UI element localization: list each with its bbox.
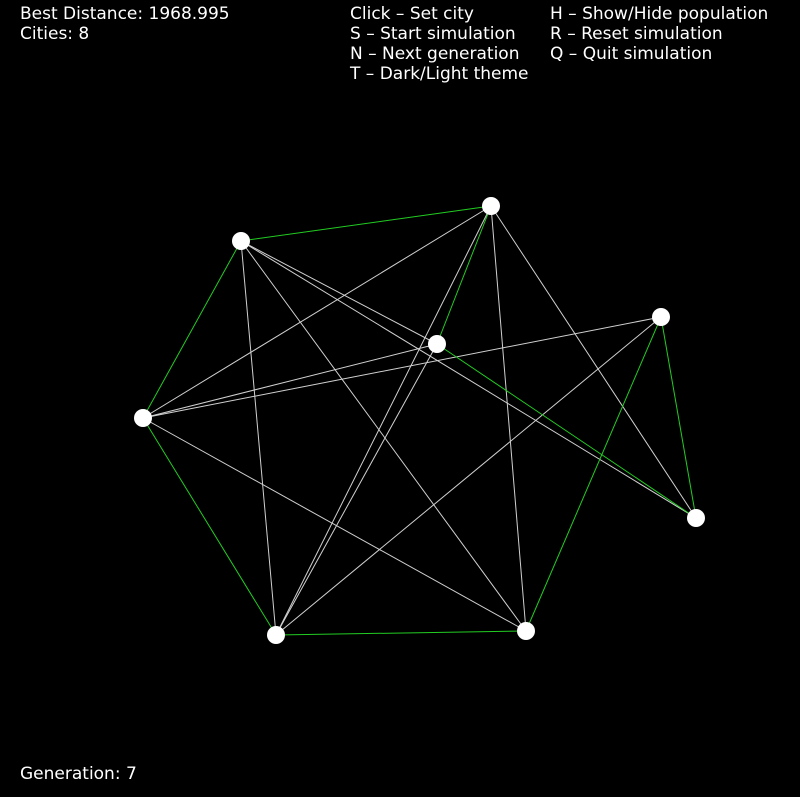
controls-help-left: Click – Set city S – Start simulation N … [350, 4, 529, 84]
control-hint: H – Show/Hide population [550, 4, 769, 24]
city-node [687, 509, 705, 527]
population-edge [275, 343, 438, 636]
city-node [517, 622, 535, 640]
control-hint: T – Dark/Light theme [350, 64, 529, 84]
population-edge [240, 240, 277, 636]
population-edge [490, 205, 527, 632]
best-path-edge [525, 316, 662, 632]
cities-count-label: Cities: 8 [20, 24, 90, 44]
population-edge [490, 205, 697, 519]
best-path-edge [142, 417, 277, 636]
city-node [652, 308, 670, 326]
stats-panel: Best Distance: 1968.995 Cities: 8 [20, 4, 230, 44]
best-path-edge [436, 205, 492, 345]
controls-help-right: H – Show/Hide population R – Reset simul… [550, 4, 768, 64]
control-hint: Q – Quit simulation [550, 44, 713, 64]
population-edge [240, 240, 527, 632]
best-path [142, 205, 697, 636]
control-hint: R – Reset simulation [550, 24, 723, 44]
cities [134, 197, 705, 644]
population-edge [275, 316, 662, 636]
population-edge [240, 240, 438, 345]
city-node [428, 335, 446, 353]
best-path-edge [142, 240, 242, 419]
best-path-edge [240, 205, 492, 242]
best-path-edge [275, 630, 527, 636]
population-edge [142, 316, 662, 419]
generation-label: Generation: 7 [20, 764, 137, 784]
control-hint: S – Start simulation [350, 24, 516, 44]
population-edge [142, 417, 527, 632]
best-distance-label: Best Distance: 1968.995 [20, 4, 230, 24]
city-node [267, 626, 285, 644]
city-node [482, 197, 500, 215]
population-edge [142, 343, 438, 419]
control-hint: Click – Set city [350, 4, 474, 24]
best-path-edge [660, 316, 697, 519]
city-node [232, 232, 250, 250]
control-hint: N – Next generation [350, 44, 520, 64]
best-path-edge [436, 343, 697, 519]
population-edge [275, 205, 492, 636]
population-edge [142, 205, 492, 419]
city-node [134, 409, 152, 427]
population-edges [142, 205, 697, 636]
population-edge [240, 240, 697, 519]
